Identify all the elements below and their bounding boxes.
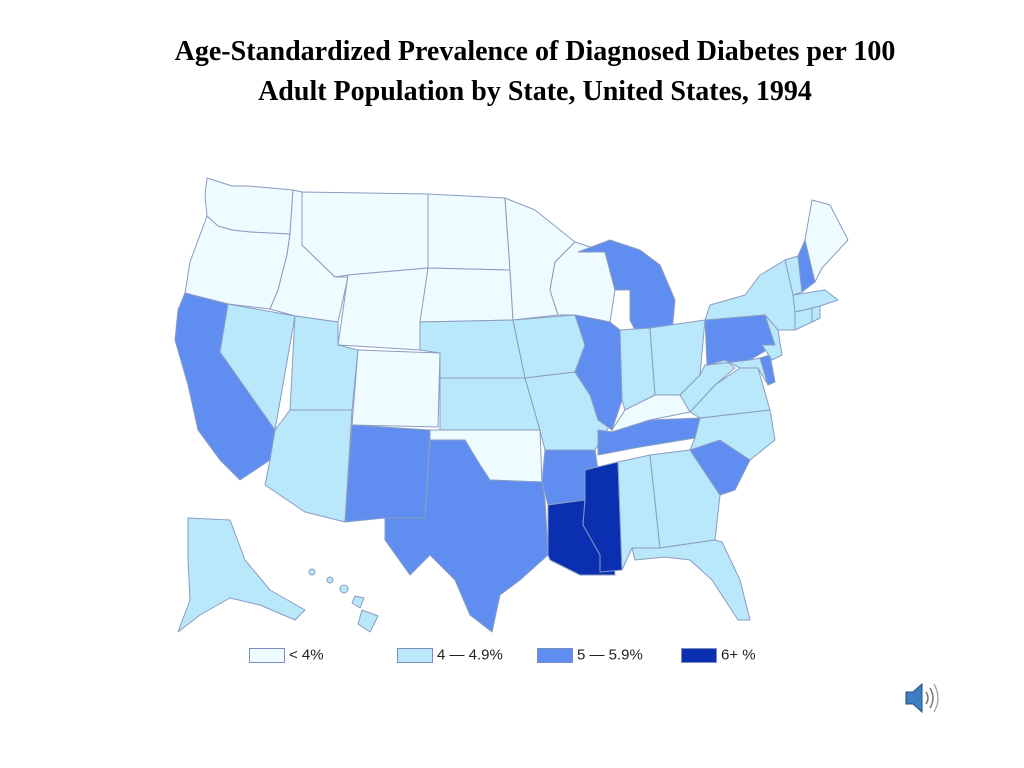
page-title: Age-Standardized Prevalence of Diagnosed…	[60, 32, 1010, 112]
legend-item-4-4.9: 4 — 4.9%	[397, 646, 503, 664]
state-DE	[759, 354, 776, 386]
legend-swatch-6plus	[681, 647, 717, 663]
state-AK	[177, 517, 306, 633]
state-RI	[811, 305, 821, 323]
state-GA	[649, 449, 721, 549]
legend-label-lt4: < 4%	[289, 646, 324, 664]
legend-swatch-4-4.9	[397, 647, 433, 663]
state-ND	[427, 193, 511, 271]
state-ME	[804, 199, 849, 283]
us-choropleth-map	[174, 177, 849, 633]
state-HI	[308, 568, 379, 633]
legend-label-6plus: 6+ %	[721, 646, 756, 664]
speaker-icon[interactable]	[902, 678, 942, 718]
state-MD	[706, 357, 769, 386]
legend-label-5-5.9: 5 — 5.9%	[577, 646, 643, 664]
state-IL	[574, 314, 623, 431]
state-AZ	[264, 409, 353, 523]
legend-label-4-4.9: 4 — 4.9%	[437, 646, 503, 664]
state-IA	[512, 314, 586, 379]
state-KS	[439, 377, 541, 431]
legend-swatch-5-5.9	[537, 647, 573, 663]
legend-item-6plus: 6+ %	[681, 646, 756, 664]
title-line-1: Age-Standardized Prevalence of Diagnosed…	[174, 36, 896, 67]
legend-item-5-5.9: 5 — 5.9%	[537, 646, 643, 664]
state-NJ	[761, 314, 783, 361]
state-TX	[384, 439, 549, 633]
state-MA	[792, 289, 839, 313]
legend-swatch-lt4	[249, 647, 285, 663]
legend-item-lt4: < 4%	[249, 646, 324, 664]
state-WY	[337, 267, 429, 351]
state-SD	[419, 267, 514, 323]
state-CO	[351, 349, 441, 428]
state-FL	[631, 539, 751, 621]
state-NM	[344, 424, 431, 523]
title-line-2: Adult Population by State, United States…	[258, 76, 812, 107]
